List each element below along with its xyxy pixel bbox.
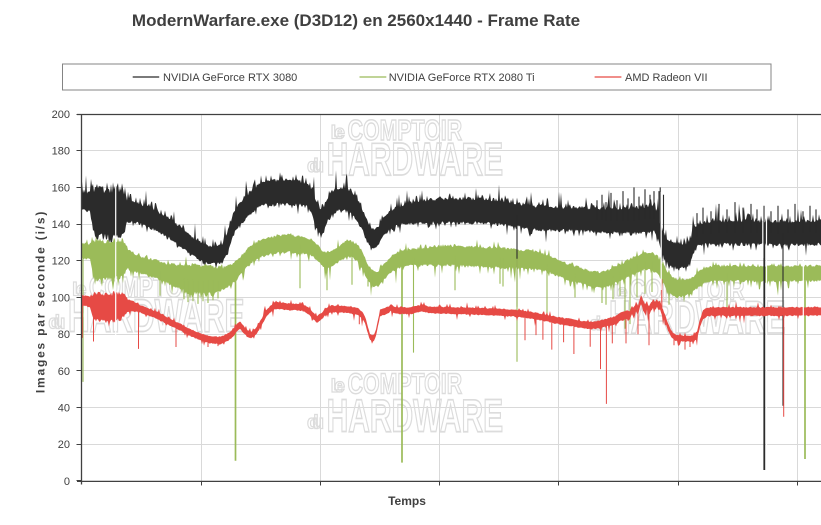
svg-text:0: 0 [64, 476, 70, 488]
svg-text:100: 100 [52, 292, 70, 304]
svg-text:HARDWARE: HARDWARE [327, 133, 504, 185]
svg-text:Temps: Temps [388, 494, 426, 508]
svg-text:COMPTOIR: COMPTOIR [348, 369, 463, 401]
svg-text:COMPTOIR: COMPTOIR [348, 115, 463, 147]
svg-text:160: 160 [52, 182, 70, 194]
svg-text:120: 120 [52, 256, 70, 268]
svg-text:40: 40 [58, 403, 70, 415]
svg-text:80: 80 [58, 329, 70, 341]
svg-text:180: 180 [52, 146, 70, 158]
svg-text:20: 20 [58, 439, 70, 451]
svg-text:Le: Le [331, 123, 345, 144]
svg-text:HARDWARE: HARDWARE [327, 389, 504, 441]
svg-text:NVIDIA GeForce RTX 2080 Ti: NVIDIA GeForce RTX 2080 Ti [389, 72, 535, 84]
svg-text:du: du [307, 413, 324, 434]
svg-text:140: 140 [52, 219, 70, 231]
svg-text:Images par seconde (i/s): Images par seconde (i/s) [34, 210, 48, 393]
svg-text:200: 200 [52, 109, 70, 121]
svg-text:60: 60 [58, 366, 70, 378]
svg-text:NVIDIA GeForce RTX 3080: NVIDIA GeForce RTX 3080 [163, 72, 297, 84]
svg-text:du: du [48, 313, 65, 334]
svg-text:AMD Radeon VII: AMD Radeon VII [625, 72, 708, 84]
svg-text:Le: Le [331, 376, 345, 397]
svg-text:ModernWarfare.exe (D3D12) en 2: ModernWarfare.exe (D3D12) en 2560x1440 -… [132, 11, 580, 30]
svg-text:du: du [307, 156, 324, 177]
